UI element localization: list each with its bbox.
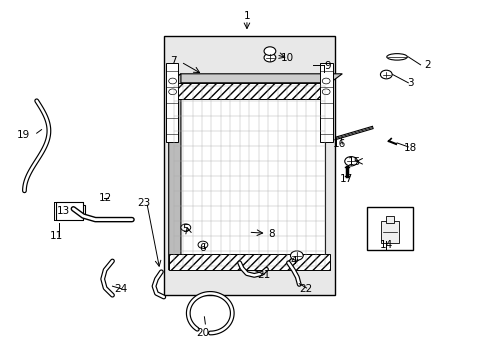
- Bar: [366, 207, 412, 250]
- Bar: [168, 83, 329, 99]
- Text: 5: 5: [182, 224, 189, 234]
- Text: 22: 22: [298, 284, 312, 294]
- Circle shape: [168, 89, 176, 95]
- Text: 19: 19: [17, 130, 30, 140]
- Bar: [60, 205, 84, 214]
- Text: 15: 15: [347, 157, 361, 167]
- Text: 10: 10: [281, 53, 293, 63]
- Bar: [56, 202, 83, 220]
- Polygon shape: [168, 74, 342, 83]
- Bar: [173, 86, 325, 266]
- Text: 3: 3: [407, 78, 413, 88]
- Circle shape: [181, 224, 190, 231]
- Text: 8: 8: [267, 229, 274, 239]
- Circle shape: [322, 89, 329, 95]
- Bar: [381, 221, 398, 243]
- Bar: [385, 216, 393, 223]
- Text: 9: 9: [324, 60, 330, 71]
- Text: 4: 4: [289, 256, 296, 266]
- Text: 20: 20: [196, 328, 209, 338]
- Text: 16: 16: [332, 139, 346, 149]
- Text: 7: 7: [170, 56, 177, 66]
- Text: 24: 24: [114, 284, 128, 294]
- Text: 17: 17: [339, 174, 352, 184]
- Text: 11: 11: [49, 231, 63, 241]
- Text: 23: 23: [137, 198, 151, 208]
- Bar: [166, 63, 178, 142]
- Text: 14: 14: [379, 240, 392, 250]
- Text: 21: 21: [257, 270, 270, 280]
- Circle shape: [322, 78, 329, 84]
- Text: 6: 6: [199, 243, 206, 253]
- Bar: [320, 63, 332, 142]
- Text: 18: 18: [403, 143, 417, 153]
- Circle shape: [290, 251, 303, 260]
- Circle shape: [168, 78, 176, 84]
- Circle shape: [264, 53, 275, 62]
- Circle shape: [344, 157, 357, 166]
- Ellipse shape: [386, 54, 407, 60]
- Bar: [168, 254, 329, 270]
- Polygon shape: [168, 74, 181, 270]
- Text: 12: 12: [98, 193, 112, 203]
- Text: 13: 13: [57, 206, 70, 216]
- Text: 2: 2: [424, 60, 430, 70]
- Circle shape: [198, 241, 207, 248]
- Circle shape: [380, 70, 391, 79]
- Circle shape: [264, 47, 275, 55]
- Bar: [163, 36, 334, 295]
- Text: 1: 1: [243, 11, 250, 21]
